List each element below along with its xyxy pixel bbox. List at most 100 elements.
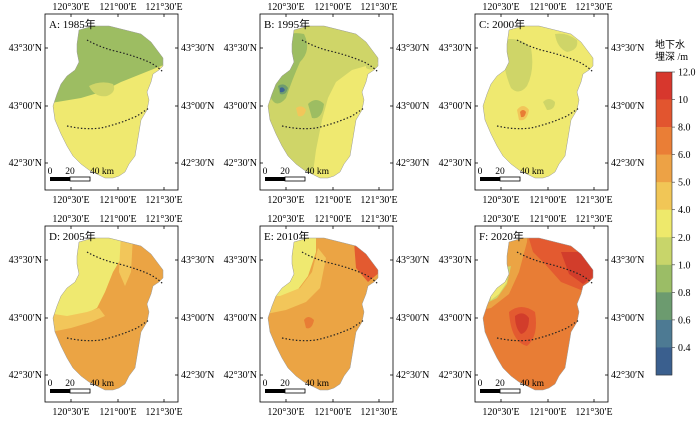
scale-bar-label: 20 — [495, 379, 505, 389]
depth-zone-3 — [89, 82, 115, 97]
dotted-line-north — [301, 251, 379, 285]
bottom-tick-label: 121°00′E — [529, 195, 566, 206]
depth-zone-8 — [515, 313, 529, 334]
dotted-line-south — [496, 319, 580, 342]
scale-bar: 0 20 40 km — [48, 379, 115, 394]
right-tick-label: 43°00′N — [611, 313, 644, 324]
legend-title: 地下水 埋深 /m — [655, 40, 695, 64]
panel-label: F: 2020年 — [479, 229, 524, 243]
right-tick-label: 43°30′N — [396, 255, 429, 266]
depth-zone-6 — [344, 37, 360, 50]
scale-bar-label: 20 — [65, 167, 75, 177]
left-tick-label: 43°00′N — [9, 313, 42, 324]
right-tick-label: 43°30′N — [396, 43, 429, 54]
legend-value-label: 0.8 — [678, 288, 691, 299]
legend-value-label: 5.0 — [678, 178, 691, 189]
scale-bar-label: 20 — [495, 167, 505, 177]
scale-bar-label: 0 — [263, 167, 268, 177]
legend-frame — [655, 71, 673, 376]
depth-zone-3 — [53, 308, 105, 334]
left-tick-label: 42°30′N — [224, 158, 257, 169]
right-tick-label: 43°30′N — [181, 43, 214, 54]
right-tick-label: 42°30′N — [181, 158, 214, 169]
scale-bar-label: 40 km — [90, 379, 115, 389]
top-tick-label: 121°00′E — [99, 2, 136, 13]
left-tick-label: 43°30′N — [9, 255, 42, 266]
scale-bar: 0 20 40 km — [478, 167, 545, 182]
legend-color-step — [656, 182, 672, 211]
top-tick-label: 121°30′E — [575, 214, 612, 225]
legend-color-step — [656, 127, 672, 155]
legend-color-step — [656, 319, 672, 348]
scale-bar-label: 40 km — [305, 379, 330, 389]
scale-bar-label: 0 — [478, 167, 483, 177]
legend-color-step — [656, 209, 672, 238]
legend-color-step — [656, 237, 672, 266]
top-tick-label: 121°30′E — [575, 2, 612, 13]
left-tick-label: 42°30′N — [439, 370, 472, 381]
panel-label: B: 1995年 — [264, 17, 310, 31]
top-tick-label: 120°30′E — [52, 2, 89, 13]
map-panel-4: D: 2005年 120°30′E 121°00′E 121°30′E 120°30′E… — [9, 214, 215, 418]
bottom-tick-label: 121°30′E — [360, 407, 397, 418]
top-tick-label: 120°30′E — [267, 2, 304, 13]
left-tick-label: 42°30′N — [9, 158, 42, 169]
bottom-tick-label: 121°00′E — [529, 407, 566, 418]
right-tick-label: 42°30′N — [396, 370, 429, 381]
legend-value-label: 8.0 — [678, 123, 691, 134]
scale-bar-label: 0 — [48, 167, 53, 177]
scale-bar: 0 20 40 km — [478, 379, 545, 394]
right-tick-label: 43°00′N — [181, 313, 214, 324]
scale-bar-label: 0 — [48, 379, 53, 389]
left-tick-label: 43°30′N — [9, 43, 42, 54]
scale-bar-label: 40 km — [520, 379, 545, 389]
legend-value-label: 12.0 — [678, 68, 696, 79]
right-tick-label: 43°00′N — [396, 313, 429, 324]
bottom-tick-label: 120°30′E — [267, 195, 304, 206]
scale-bar-label: 40 km — [305, 167, 330, 177]
legend-value-label: 10 — [678, 95, 688, 106]
legend-color-step — [656, 264, 672, 293]
top-tick-label: 121°30′E — [360, 2, 397, 13]
right-tick-label: 43°30′N — [611, 255, 644, 266]
map-panel-6: F: 2020年 120°30′E 121°00′E 121°30′E 120°30′E… — [439, 214, 645, 418]
right-tick-label: 42°30′N — [611, 158, 644, 169]
right-tick-label: 43°00′N — [181, 101, 214, 112]
left-tick-label: 43°00′N — [224, 313, 257, 324]
map-panel-1: A: 1985年 120°30′E 121°00′E 121°30′E 120°30′E… — [9, 2, 215, 206]
left-tick-label: 43°00′N — [9, 101, 42, 112]
bottom-tick-label: 121°30′E — [575, 195, 612, 206]
left-tick-label: 42°30′N — [224, 370, 257, 381]
depth-zone-2 — [53, 26, 163, 104]
depth-zone-5 — [304, 317, 314, 329]
panel-label: C: 2000年 — [479, 17, 525, 31]
bottom-tick-label: 121°30′E — [145, 195, 182, 206]
bottom-tick-label: 121°00′E — [314, 195, 351, 206]
left-tick-label: 43°30′N — [439, 43, 472, 54]
left-tick-label: 43°30′N — [224, 43, 257, 54]
bottom-tick-label: 121°00′E — [314, 407, 351, 418]
legend-color-step — [656, 99, 672, 128]
legend-value-label: 2.0 — [678, 233, 691, 244]
depth-zone-4 — [543, 99, 555, 110]
legend-color-step — [656, 154, 672, 183]
depth-zone-4 — [119, 238, 133, 286]
dotted-line-south — [281, 107, 365, 130]
bottom-tick-label: 120°30′E — [482, 195, 519, 206]
dotted-line-north — [516, 39, 594, 73]
top-tick-label: 121°30′E — [145, 2, 182, 13]
scale-bar-label: 20 — [280, 379, 290, 389]
top-tick-label: 121°30′E — [360, 214, 397, 225]
dotted-line-north — [86, 39, 164, 73]
depth-zone-8 — [308, 100, 324, 119]
top-tick-label: 121°00′E — [99, 214, 136, 225]
dotted-line-south — [66, 107, 150, 130]
right-tick-label: 42°30′N — [396, 158, 429, 169]
map-panel-2: B: 1995年 120°30′E 121°00′E 121°30′E 120°30′E… — [224, 2, 430, 206]
right-tick-label: 42°30′N — [181, 370, 214, 381]
legend-color-step — [656, 72, 672, 100]
right-tick-label: 43°30′N — [181, 255, 214, 266]
bottom-tick-label: 121°30′E — [145, 407, 182, 418]
left-tick-label: 43°00′N — [439, 101, 472, 112]
